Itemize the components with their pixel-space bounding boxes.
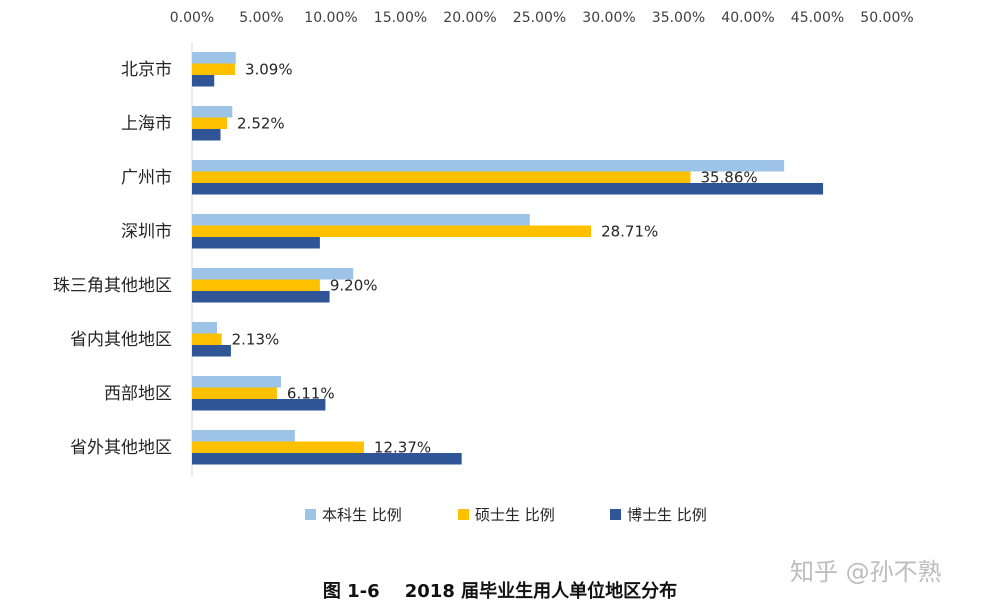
bar-master: [192, 279, 320, 291]
bar-bachelor: [192, 376, 281, 388]
category-label: 省外其他地区: [70, 438, 172, 458]
bar-doctor: [192, 291, 330, 303]
data-label: 12.37%: [374, 438, 431, 456]
bar-doctor: [192, 129, 221, 141]
x-axis-ticks: 0.00% 5.00% 10.00% 15.00% 20.00% 25.00% 30.00%…: [170, 10, 914, 26]
category-label: 广州市: [121, 168, 172, 188]
bar-master: [192, 225, 592, 237]
x-tick-label: 10.00%: [304, 10, 357, 26]
bar-bachelor: [192, 322, 218, 334]
category-label: 深圳市: [121, 222, 172, 242]
bar-master: [192, 117, 228, 129]
x-tick-label: 5.00%: [239, 10, 283, 26]
category-label: 珠三角其他地区: [53, 276, 172, 296]
watermark: 知乎 @孙不熟: [790, 558, 942, 586]
legend-label: 博士生 比例: [627, 506, 707, 524]
x-tick-label: 30.00%: [582, 10, 635, 26]
bar-master: [192, 387, 277, 399]
category-label: 北京市: [121, 60, 172, 80]
bar-master: [192, 171, 691, 183]
data-label: 28.71%: [601, 222, 658, 240]
bars: [192, 52, 824, 465]
x-tick-label: 45.00%: [791, 10, 844, 26]
bar-master: [192, 441, 364, 453]
bar-doctor: [192, 399, 326, 411]
data-label: 2.52%: [237, 114, 285, 132]
legend-swatch: [305, 509, 316, 520]
legend-label: 本科生 比例: [322, 506, 402, 524]
legend-swatch: [610, 509, 621, 520]
bar-doctor: [192, 237, 320, 249]
bar-master: [192, 333, 222, 345]
data-label: 35.86%: [700, 168, 757, 186]
legend-label: 硕士生 比例: [475, 506, 555, 524]
bar-master: [192, 63, 235, 75]
data-labels: 3.09% 2.52% 35.86% 28.71% 9.20% 2.13% 6.11% 12.…: [232, 60, 758, 456]
bar-bachelor: [192, 160, 785, 172]
bar-bachelor: [192, 268, 354, 280]
x-tick-label: 0.00%: [170, 10, 214, 26]
data-label: 9.20%: [330, 276, 378, 294]
data-label: 2.13%: [232, 330, 280, 348]
bar-doctor: [192, 345, 231, 357]
data-label: 6.11%: [287, 384, 335, 402]
bar-doctor: [192, 453, 462, 465]
bar-bachelor: [192, 106, 233, 118]
x-tick-label: 20.00%: [443, 10, 496, 26]
legend-swatch: [458, 509, 469, 520]
x-tick-label: 40.00%: [721, 10, 774, 26]
x-tick-label: 15.00%: [374, 10, 427, 26]
bar-doctor: [192, 75, 215, 87]
x-tick-label: 35.00%: [652, 10, 705, 26]
x-tick-label: 25.00%: [513, 10, 566, 26]
category-label: 西部地区: [104, 384, 172, 404]
legend: 本科生 比例 硕士生 比例 博士生 比例: [305, 506, 707, 524]
category-label: 省内其他地区: [70, 330, 172, 350]
data-label: 3.09%: [245, 60, 293, 78]
bar-bachelor: [192, 214, 530, 226]
category-label: 上海市: [121, 114, 172, 134]
bar-bachelor: [192, 430, 295, 442]
x-tick-label: 50.00%: [860, 10, 913, 26]
bar-doctor: [192, 183, 824, 195]
bar-bachelor: [192, 52, 236, 64]
chart-caption: 图 1-6 2018 届毕业生用人单位地区分布: [323, 580, 677, 602]
